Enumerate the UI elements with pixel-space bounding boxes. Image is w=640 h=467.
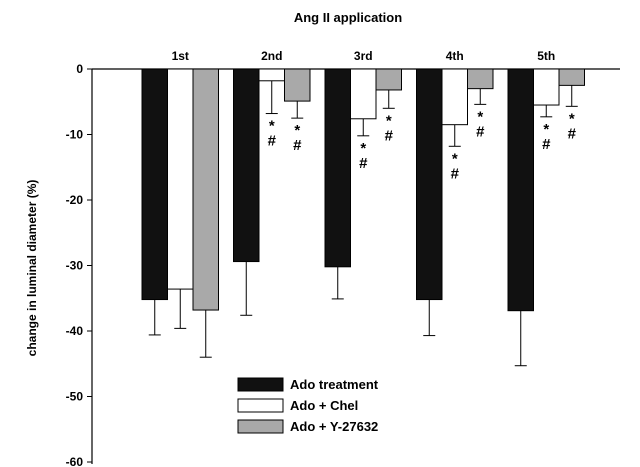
significance-marker: # bbox=[268, 133, 277, 150]
bar bbox=[167, 68, 194, 290]
bar bbox=[141, 68, 168, 301]
legend-label: Ado + Chel bbox=[290, 398, 358, 413]
significance-marker: # bbox=[385, 127, 394, 144]
significance-marker: * bbox=[294, 122, 300, 139]
legend-label: Ado + Y-27632 bbox=[290, 419, 378, 434]
category-label: 5th bbox=[537, 49, 555, 63]
significance-marker: * bbox=[477, 108, 483, 125]
bar bbox=[233, 68, 260, 263]
significance-marker: # bbox=[451, 165, 460, 182]
y-tick-label: -10 bbox=[66, 128, 84, 142]
significance-marker: # bbox=[476, 123, 485, 140]
y-tick-label: 0 bbox=[76, 62, 83, 76]
significance-marker: * bbox=[269, 118, 275, 135]
y-axis-label: change in luminal diameter (%) bbox=[25, 180, 39, 357]
chart-title: Ang II application bbox=[294, 10, 402, 25]
legend: Ado treatment Ado + Chel Ado + Y-27632 bbox=[237, 377, 379, 434]
y-tick-label: -60 bbox=[66, 455, 84, 467]
significance-marker: * bbox=[543, 121, 549, 138]
legend-label: Ado treatment bbox=[290, 377, 379, 392]
significance-marker: * bbox=[452, 150, 458, 167]
bar bbox=[258, 68, 285, 82]
bar bbox=[324, 68, 351, 268]
category-label: 3rd bbox=[354, 49, 373, 63]
y-tick-label: -20 bbox=[66, 193, 84, 207]
y-tick-label: -30 bbox=[66, 259, 84, 273]
y-tick-label: -50 bbox=[66, 390, 84, 404]
significance-marker: # bbox=[542, 136, 551, 153]
category-label: 2nd bbox=[261, 49, 282, 63]
significance-marker: # bbox=[568, 125, 577, 142]
category-label: 4th bbox=[446, 49, 464, 63]
bar bbox=[375, 68, 402, 91]
bar bbox=[284, 68, 311, 102]
legend-swatch bbox=[237, 398, 284, 413]
significance-marker: * bbox=[360, 140, 366, 157]
significance-marker: # bbox=[293, 137, 302, 154]
y-tick-label: -40 bbox=[66, 324, 84, 338]
bar bbox=[192, 68, 219, 311]
bar bbox=[507, 68, 534, 312]
bar bbox=[350, 68, 377, 120]
significance-marker: # bbox=[359, 155, 368, 172]
legend-swatch bbox=[237, 419, 284, 434]
bar bbox=[416, 68, 443, 301]
bar bbox=[558, 68, 585, 86]
bar bbox=[533, 68, 560, 106]
category-label: 1st bbox=[172, 49, 189, 63]
bar bbox=[441, 68, 468, 126]
legend-swatch bbox=[237, 377, 284, 392]
significance-marker: * bbox=[386, 112, 392, 129]
significance-marker: * bbox=[569, 110, 575, 127]
bar bbox=[467, 68, 494, 90]
